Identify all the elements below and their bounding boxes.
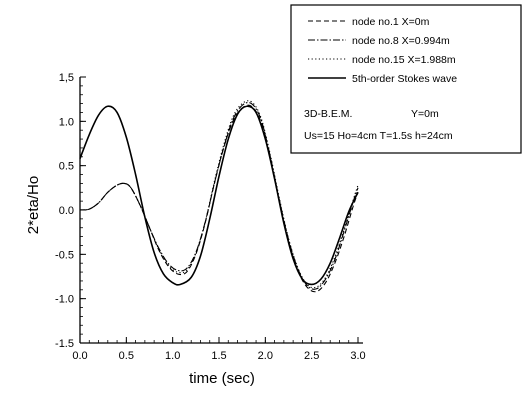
y-tick-label: -1.0: [55, 294, 74, 306]
y-tick-label: 1.0: [59, 116, 74, 128]
y-axis-title: 2*eta/Ho: [25, 176, 42, 234]
x-tick-label: 1.5: [211, 350, 226, 362]
legend-label-5th-order-stokes-wave: 5th-order Stokes wave: [352, 73, 457, 85]
legend-label-node-no-8-x-0-994m: node no.8 X=0.994m: [352, 35, 450, 47]
y-tick-label: -1.5: [55, 338, 74, 350]
legend-note-params: Us=15 Ho=4cm T=1.5s h=24cm: [304, 130, 453, 142]
y-tick-label: 0.0: [59, 205, 74, 217]
legend-entries: node no.1 X=0m node no.8 X=0.994m node no.…: [308, 16, 457, 85]
legend-note-y: Y=0m: [411, 108, 439, 120]
legend-box: [290, 4, 522, 154]
y-tick-label: -0.5: [55, 249, 74, 261]
x-tick-label: 2.0: [258, 350, 273, 362]
x-tick-label: 0.5: [119, 350, 134, 362]
legend-label-node-no-15-x-1-988m: node no.15 X=1.988m: [352, 54, 456, 66]
legend-label-node-no-1-x-0m: node no.1 X=0m: [352, 16, 430, 28]
legend-note-method: 3D-B.E.M.: [304, 108, 352, 120]
x-tick-label: 1.0: [165, 350, 180, 362]
x-tick-label: 0.0: [72, 350, 87, 362]
y-tick-label: 1,5: [59, 72, 74, 84]
series-layer: [79, 100, 359, 293]
x-tick-label: 3.0: [350, 350, 365, 362]
legend: node no.1 X=0m node no.8 X=0.994m node no.…: [290, 4, 522, 154]
tick-labels: 0.0 0.5 1.0 1.5 2.0 2.5 3.0 -1.5 -1.0 -0.5 0.0 0.5 1…: [55, 72, 366, 362]
x-tick-label: 2.5: [304, 350, 319, 362]
series-line-node-no-15-x-1-988m: [79, 100, 359, 289]
series-line-5th-order-stokes-wave: [79, 105, 359, 286]
y-tick-label: 0.5: [59, 161, 74, 173]
x-axis-title: time (sec): [189, 370, 255, 387]
